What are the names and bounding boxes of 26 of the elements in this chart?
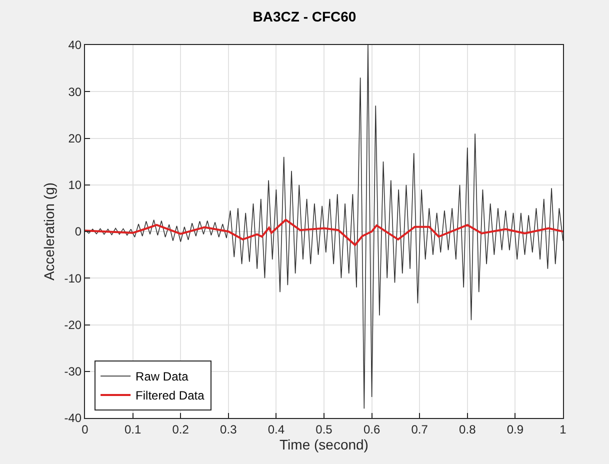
y-tick-label: -10 <box>64 271 82 286</box>
y-tick-label: 30 <box>68 84 82 99</box>
y-tick-label: 40 <box>68 38 82 52</box>
x-tick-label: 0.9 <box>506 422 524 436</box>
y-tick-label: 10 <box>68 178 82 192</box>
x-tick-label: 1 <box>560 422 567 436</box>
x-tick-label: 0.4 <box>268 422 285 436</box>
x-tick-label: 0.5 <box>316 422 333 436</box>
y-axis-title: Acceleration (g) <box>40 182 57 281</box>
x-tick-label: 0.6 <box>363 422 380 436</box>
x-tick-label: 0.2 <box>172 422 190 436</box>
x-axis-title: Time (second) <box>280 436 368 453</box>
line-series <box>85 218 563 246</box>
x-tick-label: 0.7 <box>411 422 428 436</box>
x-tick-label: 0.3 <box>220 422 238 436</box>
x-tick-label: 0.8 <box>459 422 476 436</box>
chart-title: BA3CZ - CFC60 <box>252 8 356 24</box>
y-tick-label: 0 <box>74 224 82 239</box>
line-series <box>85 45 563 410</box>
y-tick-label: -30 <box>64 364 82 379</box>
legend-label: Raw Data <box>136 370 189 384</box>
x-tick-label: 0.1 <box>124 422 142 436</box>
y-tick-label: 20 <box>68 131 82 146</box>
legend-label: Filtered Data <box>136 388 205 403</box>
y-tick-label: -40 <box>64 411 82 426</box>
y-tick-label: -20 <box>64 318 82 332</box>
